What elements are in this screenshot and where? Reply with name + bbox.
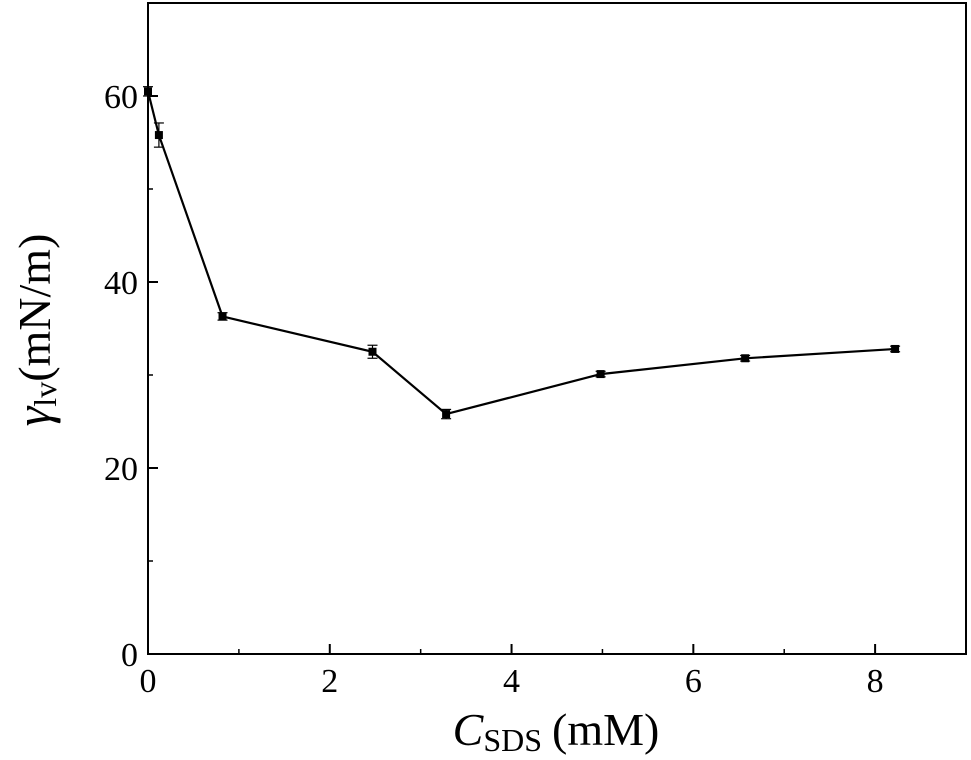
data-markers (144, 87, 900, 419)
x-axis-unit: (mM) (552, 704, 659, 755)
data-point (442, 410, 451, 419)
y-axis-symbol: γ (5, 405, 61, 426)
data-point (144, 87, 152, 96)
data-point (154, 131, 163, 140)
y-axis-unit: (mN/m) (9, 234, 60, 382)
y-tick-label: 20 (104, 451, 138, 488)
x-axis-ticks: 0 2 4 6 8 (140, 644, 967, 700)
x-axis-subscript: SDS (483, 722, 542, 758)
x-axis-symbol: C (453, 704, 485, 755)
y-tick-label: 60 (104, 79, 138, 116)
data-point (741, 354, 750, 363)
x-tick-label: 8 (867, 663, 884, 700)
y-tick-label: 0 (121, 637, 138, 674)
x-tick-label: 4 (503, 663, 520, 700)
y-tick-label: 40 (104, 265, 138, 302)
y-axis-ticks: 0 20 40 60 (104, 2, 158, 674)
x-axis-label: CSDS (mM) (453, 704, 660, 758)
data-point (596, 370, 605, 379)
y-axis-subscript: lv (27, 382, 63, 407)
data-point (891, 344, 900, 353)
x-tick-label: 2 (321, 663, 338, 700)
x-tick-label: 0 (140, 663, 157, 700)
data-point (218, 312, 227, 321)
data-point (368, 347, 377, 356)
plot-area-frame (147, 2, 967, 655)
x-tick-label: 6 (685, 663, 702, 700)
series-line (146, 91, 896, 416)
y-axis-label: γlv(mN/m) (5, 234, 63, 427)
error-bars (143, 86, 901, 420)
